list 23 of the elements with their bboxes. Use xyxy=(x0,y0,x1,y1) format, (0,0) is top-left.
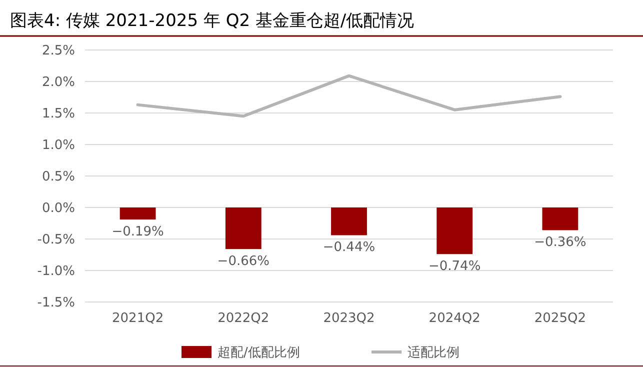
line-series xyxy=(136,74,562,118)
y-tick-label: -1.5% xyxy=(37,296,75,311)
x-tick-label: 2022Q2 xyxy=(218,311,270,326)
data-label: −0.36% xyxy=(534,235,586,250)
y-tick-label: 1.5% xyxy=(42,106,75,122)
data-label: −0.19% xyxy=(112,224,164,240)
x-tick-label: 2023Q2 xyxy=(323,311,375,326)
y-tick-label: -1.0% xyxy=(37,264,75,280)
data-label: −0.44% xyxy=(322,240,376,256)
y-tick-label: 0.0% xyxy=(42,201,75,216)
x-tick-label: 2025Q2 xyxy=(534,311,586,326)
data-label: −0.66% xyxy=(217,254,270,270)
legend-label: 适配比例 xyxy=(408,346,460,361)
y-tick-label: 2.0% xyxy=(42,75,75,90)
y-tick-label: 1.0% xyxy=(42,138,75,154)
y-tick-label: 0.5% xyxy=(42,170,75,185)
y-tick-label: -0.5% xyxy=(37,232,75,248)
legend-label: 超配/低配比例 xyxy=(218,346,300,361)
y-tick-label: 2.5% xyxy=(42,44,75,59)
x-tick-label: 2024Q2 xyxy=(428,311,480,326)
x-tick-label: 2021Q2 xyxy=(112,311,164,326)
chart-title: 图表4: 传媒 2021-2025 年 Q2 基金重仓超/低配情况 xyxy=(10,11,414,31)
data-label: −0.74% xyxy=(428,259,481,274)
